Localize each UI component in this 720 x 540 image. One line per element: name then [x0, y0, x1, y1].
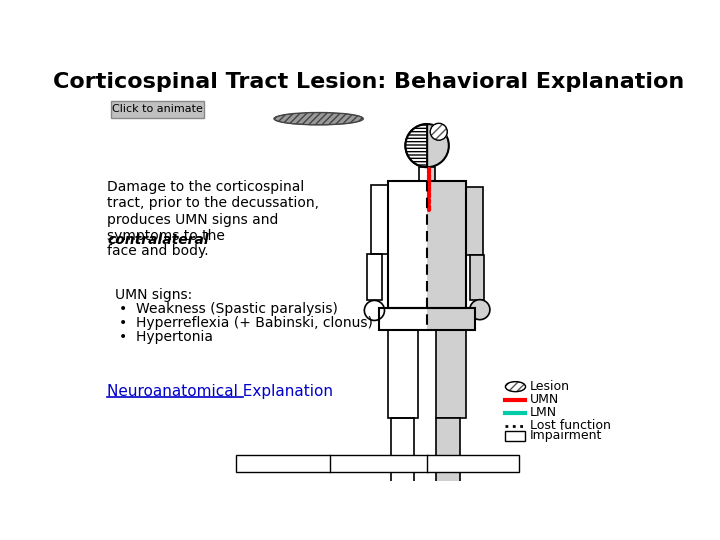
Bar: [235, 455, 518, 472]
Text: Corticospinal Tract Lesion: Behavioral Explanation: Corticospinal Tract Lesion: Behavioral E…: [53, 72, 685, 92]
Text: •  Hypertonia: • Hypertonia: [120, 330, 213, 343]
Bar: [379, 308, 427, 330]
Text: Lesion: Lesion: [530, 380, 570, 393]
Text: LMN: LMN: [530, 406, 557, 420]
Bar: [466, 187, 483, 255]
Bar: [427, 167, 435, 181]
Circle shape: [405, 124, 449, 167]
Bar: [391, 418, 414, 488]
Text: Lost function: Lost function: [530, 420, 611, 433]
Circle shape: [469, 300, 490, 320]
Bar: [427, 308, 475, 330]
Bar: [388, 181, 466, 308]
Bar: [387, 488, 419, 500]
Bar: [427, 181, 466, 308]
Bar: [419, 167, 427, 181]
Bar: [388, 330, 418, 418]
Text: •  Weakness (Spastic paralysis): • Weakness (Spastic paralysis): [120, 302, 338, 316]
Text: contralateral: contralateral: [107, 233, 209, 247]
Bar: [366, 254, 382, 300]
Text: UMN signs:: UMN signs:: [114, 288, 192, 302]
Text: Damage to the corticospinal
tract, prior to the decussation,
produces UMN signs : Damage to the corticospinal tract, prior…: [107, 180, 319, 243]
Text: Neuroanatomical Explanation: Neuroanatomical Explanation: [107, 384, 333, 400]
Ellipse shape: [505, 382, 526, 392]
Text: Click to animate: Click to animate: [112, 104, 203, 114]
Bar: [436, 418, 459, 488]
Bar: [469, 255, 484, 300]
Bar: [379, 308, 475, 330]
Circle shape: [431, 123, 447, 140]
Text: Lesions: Lesions: [355, 456, 402, 469]
Bar: [388, 330, 418, 418]
Bar: [505, 431, 525, 441]
Bar: [388, 181, 427, 308]
FancyBboxPatch shape: [111, 101, 204, 118]
Bar: [436, 488, 469, 500]
Text: Contents: Contents: [255, 456, 311, 469]
Bar: [505, 431, 525, 441]
Bar: [372, 185, 388, 254]
Bar: [436, 330, 466, 418]
Bar: [419, 167, 435, 181]
Wedge shape: [405, 124, 427, 167]
Text: face and body.: face and body.: [107, 244, 209, 258]
Text: Patient: Patient: [454, 456, 498, 469]
Bar: [366, 254, 382, 300]
Bar: [372, 185, 388, 254]
Bar: [387, 488, 419, 500]
Circle shape: [364, 300, 384, 320]
Circle shape: [431, 123, 447, 140]
Text: Impairment: Impairment: [530, 429, 603, 442]
Bar: [391, 418, 414, 488]
Text: UMN: UMN: [530, 393, 559, 406]
Text: •  Hyperreflexia (+ Babinski, clonus): • Hyperreflexia (+ Babinski, clonus): [120, 316, 374, 330]
Ellipse shape: [274, 112, 363, 125]
